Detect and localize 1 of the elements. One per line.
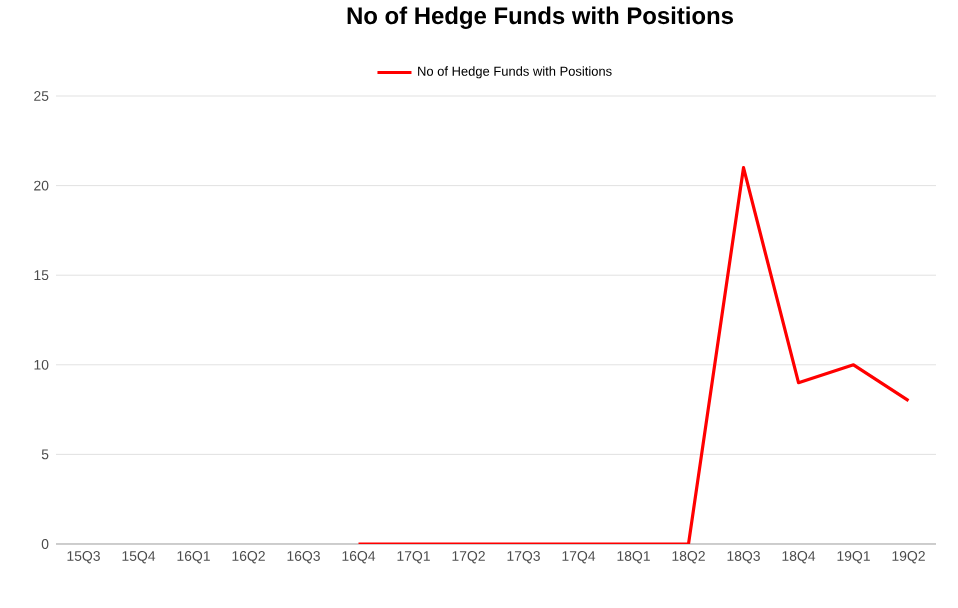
chart-title: No of Hedge Funds with Positions bbox=[347, 6, 733, 29]
